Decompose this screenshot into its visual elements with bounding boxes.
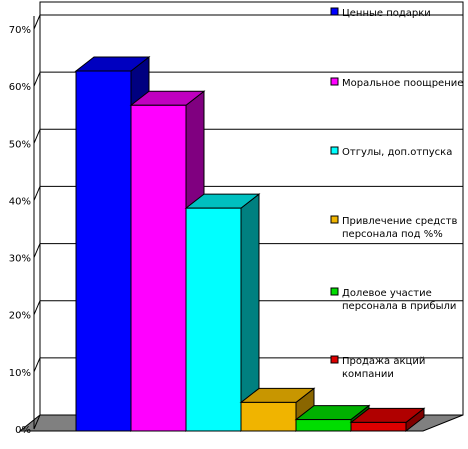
y-tick-label: 60% (9, 82, 31, 93)
y-axis (33, 2, 41, 430)
legend-label: Ценные подарки (342, 8, 431, 19)
y-tick-label: 10% (9, 368, 31, 379)
y-tick-label: 30% (9, 254, 31, 265)
bar-6 (349, 407, 426, 433)
bar-front (240, 401, 297, 432)
legend-label: Моральное поощрение (342, 78, 463, 89)
legend-label: Привлечение средств (342, 216, 457, 227)
legend-label: Продажа акций (342, 356, 425, 367)
y-tick-label: 50% (9, 139, 31, 150)
bar-front (75, 70, 132, 432)
bar-front (185, 207, 242, 432)
y-axis-ticks: 0% 10% 20% 30% 40% 50% 60% 70% (9, 25, 31, 436)
y-tick-label: 20% (9, 311, 31, 322)
axis-tick (33, 414, 41, 430)
legend: Ценные подарки Моральное поощрение Отгулы,… (330, 7, 463, 380)
axis-tick (33, 186, 41, 201)
legend-item-1: Ценные подарки (330, 7, 431, 19)
bar-3 (184, 193, 261, 433)
legend-label: Отгулы, доп.отпуска (342, 147, 452, 158)
y-tick-label: 70% (9, 25, 31, 36)
axis-tick (33, 71, 41, 87)
legend-swatch (330, 287, 339, 296)
legend-label: персонала под %% (342, 229, 443, 240)
y-tick-label: 0% (15, 425, 31, 436)
axis-tick (33, 14, 41, 30)
bar-front (130, 104, 187, 432)
bar-front (295, 419, 352, 432)
legend-swatch (330, 7, 339, 16)
axis-tick (33, 300, 41, 315)
axis-tick (33, 357, 41, 373)
legend-swatch (330, 355, 339, 364)
bars (74, 55, 426, 433)
legend-swatch (330, 146, 339, 155)
legend-label: персонала в прибыли (342, 301, 456, 312)
y-tick-label: 40% (9, 196, 31, 207)
legend-item-2: Моральное поощрение (330, 77, 463, 89)
legend-item-5: Долевое участие персонала в прибыли (330, 287, 456, 312)
legend-label: компании (342, 369, 394, 380)
axis-tick (33, 129, 41, 144)
legend-item-4: Привлечение средств персонала под %% (330, 215, 457, 240)
axis-tick (33, 243, 41, 258)
bar-front (350, 421, 407, 432)
legend-item-3: Отгулы, доп.отпуска (330, 146, 452, 158)
legend-swatch (330, 215, 339, 224)
legend-swatch (330, 77, 339, 86)
legend-item-6: Продажа акций компании (330, 355, 425, 380)
legend-label: Долевое участие (342, 288, 432, 299)
